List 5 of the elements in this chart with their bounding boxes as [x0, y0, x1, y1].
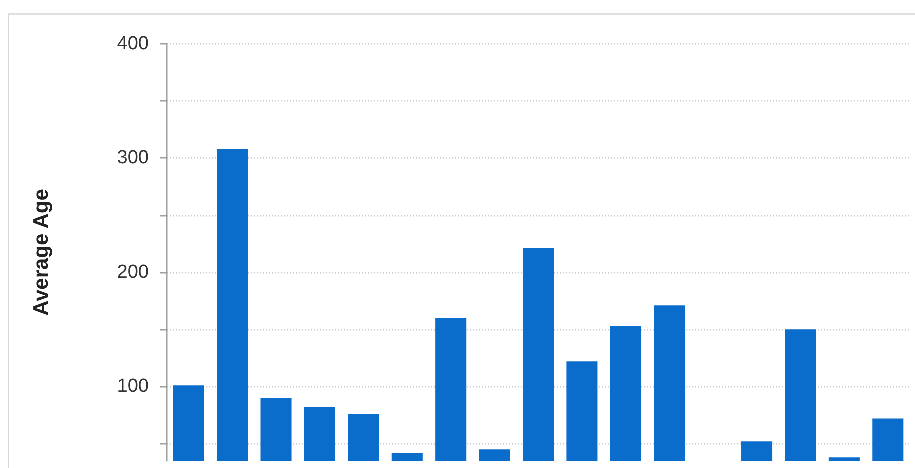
y-tick-label: 100	[117, 376, 149, 398]
y-axis-title: Average Age	[30, 189, 53, 316]
y-tick-label: 300	[117, 148, 149, 169]
y-tick-label: 200	[117, 262, 149, 283]
y-tick-label: 400	[117, 34, 149, 54]
